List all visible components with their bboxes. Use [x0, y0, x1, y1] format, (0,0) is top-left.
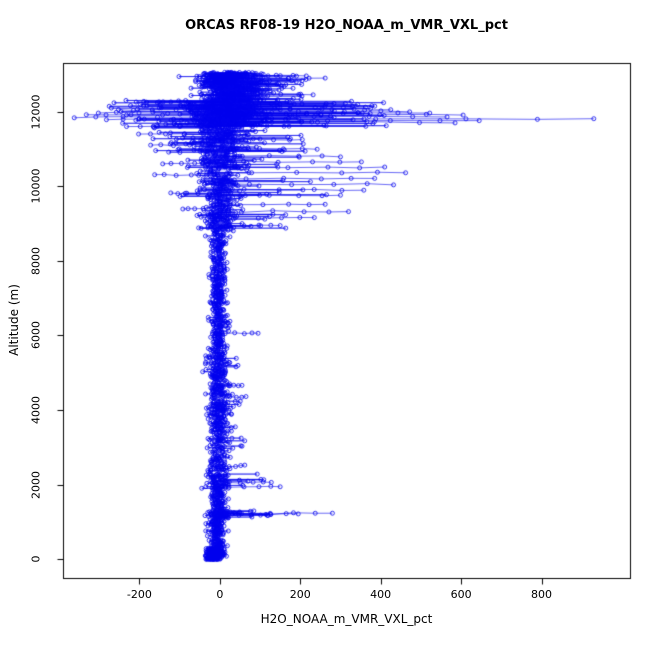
x-tick-label: 0	[216, 588, 224, 601]
y-tick-label: 12000	[29, 94, 43, 129]
y-tick-label: 10000	[29, 168, 43, 204]
y-tick-label: 8000	[29, 246, 43, 275]
x-tick-label: 800	[531, 588, 553, 601]
y-axis-label: Altitude (m)	[7, 284, 21, 356]
x-tick-label: 200	[289, 588, 311, 601]
x-tick-label: 400	[370, 588, 392, 601]
x-tick-label: 600	[450, 588, 472, 601]
y-tick-label: 0	[29, 555, 43, 563]
y-tick-label: 6000	[29, 321, 43, 350]
y-tick-label: 4000	[29, 396, 43, 425]
x-axis-label: H2O_NOAA_m_VMR_VXL_pct	[260, 612, 433, 626]
chart-title: ORCAS RF08-19 H2O_NOAA_m_VMR_VXL_pct	[185, 18, 508, 33]
y-tick-label: 2000	[29, 470, 43, 499]
x-tick-label: -200	[126, 588, 152, 601]
